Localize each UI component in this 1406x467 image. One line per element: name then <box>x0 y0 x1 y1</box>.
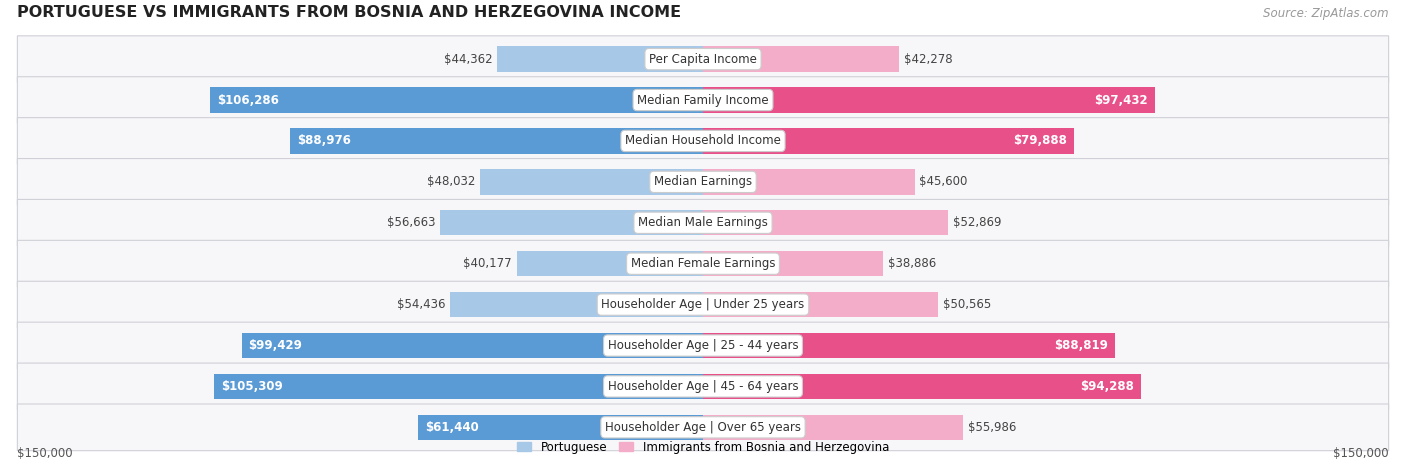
FancyBboxPatch shape <box>17 363 1389 410</box>
Text: $105,309: $105,309 <box>221 380 283 393</box>
Text: Median Male Earnings: Median Male Earnings <box>638 216 768 229</box>
Bar <box>703 251 883 276</box>
FancyBboxPatch shape <box>17 77 1389 123</box>
Text: $55,986: $55,986 <box>967 421 1017 434</box>
Text: $97,432: $97,432 <box>1094 93 1149 106</box>
Text: $42,278: $42,278 <box>904 53 953 66</box>
Text: Median Household Income: Median Household Income <box>626 134 780 148</box>
Text: Per Capita Income: Per Capita Income <box>650 53 756 66</box>
Text: $48,032: $48,032 <box>427 176 475 188</box>
FancyBboxPatch shape <box>17 281 1389 328</box>
Bar <box>242 333 703 358</box>
FancyBboxPatch shape <box>17 404 1389 451</box>
Text: Median Earnings: Median Earnings <box>654 176 752 188</box>
FancyBboxPatch shape <box>17 322 1389 369</box>
Text: $94,288: $94,288 <box>1080 380 1133 393</box>
Bar <box>479 169 703 195</box>
Text: Householder Age | Under 25 years: Householder Age | Under 25 years <box>602 298 804 311</box>
Bar <box>703 169 914 195</box>
Bar <box>290 128 703 154</box>
Bar <box>418 415 703 440</box>
Text: $54,436: $54,436 <box>396 298 446 311</box>
Bar <box>703 415 963 440</box>
Text: $50,565: $50,565 <box>942 298 991 311</box>
Bar <box>450 292 703 317</box>
Text: $99,429: $99,429 <box>249 339 302 352</box>
Text: $44,362: $44,362 <box>444 53 492 66</box>
Text: $150,000: $150,000 <box>17 447 73 460</box>
Bar <box>703 292 938 317</box>
FancyBboxPatch shape <box>17 241 1389 287</box>
FancyBboxPatch shape <box>17 158 1389 205</box>
Bar <box>440 210 703 235</box>
Bar <box>209 87 703 113</box>
FancyBboxPatch shape <box>17 199 1389 246</box>
Text: $150,000: $150,000 <box>1333 447 1389 460</box>
FancyBboxPatch shape <box>17 36 1389 83</box>
Text: $52,869: $52,869 <box>953 216 1001 229</box>
Text: Source: ZipAtlas.com: Source: ZipAtlas.com <box>1263 7 1389 20</box>
Bar <box>703 374 1140 399</box>
Text: $38,886: $38,886 <box>889 257 936 270</box>
Text: Householder Age | Over 65 years: Householder Age | Over 65 years <box>605 421 801 434</box>
Text: $56,663: $56,663 <box>387 216 436 229</box>
Bar <box>498 46 703 72</box>
Text: Median Family Income: Median Family Income <box>637 93 769 106</box>
Text: $106,286: $106,286 <box>217 93 278 106</box>
Text: $40,177: $40,177 <box>463 257 512 270</box>
Text: PORTUGUESE VS IMMIGRANTS FROM BOSNIA AND HERZEGOVINA INCOME: PORTUGUESE VS IMMIGRANTS FROM BOSNIA AND… <box>17 5 682 20</box>
Text: $45,600: $45,600 <box>920 176 967 188</box>
Bar <box>703 87 1156 113</box>
Bar <box>214 374 703 399</box>
Bar <box>516 251 703 276</box>
Text: $88,976: $88,976 <box>297 134 352 148</box>
Text: $88,819: $88,819 <box>1054 339 1108 352</box>
Bar <box>703 46 900 72</box>
Bar <box>703 210 948 235</box>
Bar <box>703 128 1074 154</box>
FancyBboxPatch shape <box>17 118 1389 164</box>
Bar <box>703 333 1115 358</box>
Legend: Portuguese, Immigrants from Bosnia and Herzegovina: Portuguese, Immigrants from Bosnia and H… <box>512 436 894 459</box>
Text: Householder Age | 45 - 64 years: Householder Age | 45 - 64 years <box>607 380 799 393</box>
Text: $79,888: $79,888 <box>1012 134 1067 148</box>
Text: $61,440: $61,440 <box>425 421 478 434</box>
Text: Median Female Earnings: Median Female Earnings <box>631 257 775 270</box>
Text: Householder Age | 25 - 44 years: Householder Age | 25 - 44 years <box>607 339 799 352</box>
